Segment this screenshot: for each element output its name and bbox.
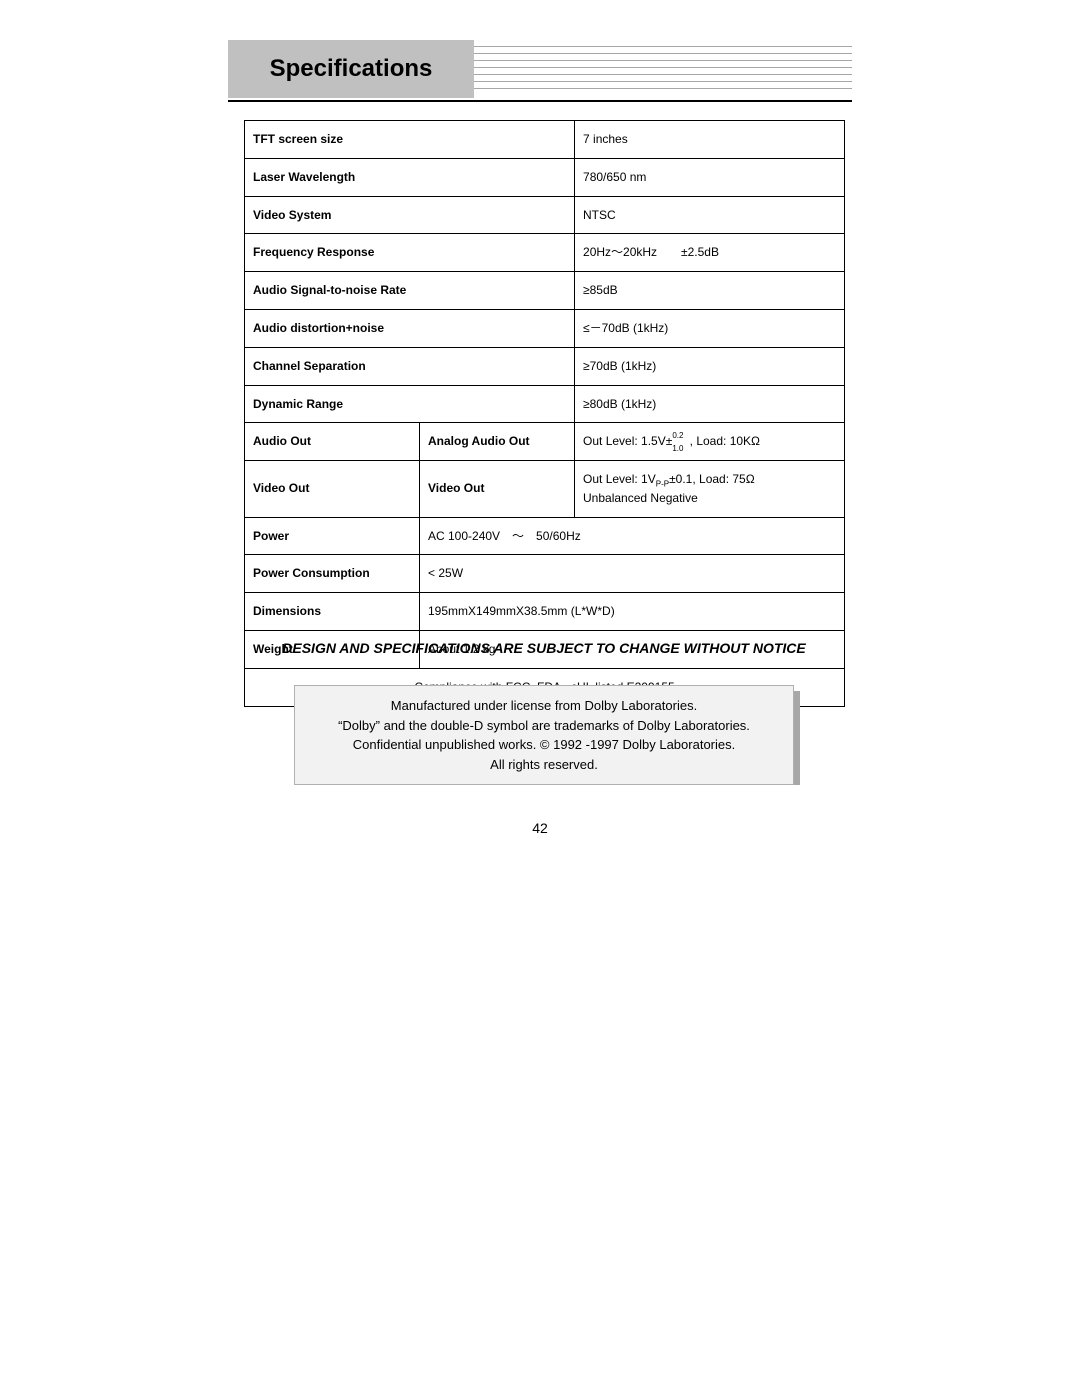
spec-label: Power Consumption — [245, 555, 420, 593]
spec-value: ≥80dB (1kHz) — [575, 385, 845, 423]
spec-value: 20Hz～20kHz ±2.5dB — [575, 234, 845, 272]
spec-label: Laser Wavelength — [245, 158, 575, 196]
table-row: Audio distortion+noise ≤－70dB (1kHz) — [245, 309, 845, 347]
table-row: TFT screen size 7 inches — [245, 121, 845, 159]
spec-value: AC 100-240V ～ 50/60Hz — [420, 517, 845, 555]
header-tab: Specifications — [228, 40, 474, 98]
vout-sub: P-P — [656, 480, 669, 489]
spec-label: Audio Out — [245, 423, 420, 461]
spec-value: NTSC — [575, 196, 845, 234]
spec-label: Audio distortion+noise — [245, 309, 575, 347]
vout-line2: Unbalanced Negative — [583, 491, 698, 505]
table-row: Channel Separation ≥70dB (1kHz) — [245, 347, 845, 385]
spec-sub-label: Analog Audio Out — [420, 423, 575, 461]
specifications-table: TFT screen size 7 inches Laser Wavelengt… — [244, 120, 845, 707]
spec-value: 7 inches — [575, 121, 845, 159]
table-row: Power AC 100-240V ～ 50/60Hz — [245, 517, 845, 555]
aout-pre: Out Level: 1.5V± — [583, 434, 672, 448]
spec-label: Video System — [245, 196, 575, 234]
spec-label: TFT screen size — [245, 121, 575, 159]
table-row: Laser Wavelength 780/650 nm — [245, 158, 845, 196]
spec-label: Dynamic Range — [245, 385, 575, 423]
dolby-line: All rights reserved. — [309, 755, 779, 775]
spec-label: Video Out — [245, 461, 420, 517]
spec-value: Out Level: 1.5V±0.21.0 , Load: 10KΩ — [575, 423, 845, 461]
spec-label: Dimensions — [245, 593, 420, 631]
dolby-box: Manufactured under license from Dolby La… — [294, 685, 794, 785]
table-row: Frequency Response 20Hz～20kHz ±2.5dB — [245, 234, 845, 272]
table-row: Video Out Video Out Out Level: 1VP-P±0.1… — [245, 461, 845, 517]
spec-value: ≥70dB (1kHz) — [575, 347, 845, 385]
dolby-content: Manufactured under license from Dolby La… — [294, 685, 794, 785]
change-notice: DESIGN AND SPECIFICATIONS ARE SUBJECT TO… — [244, 640, 844, 656]
spec-label: Audio Signal-to-noise Rate — [245, 272, 575, 310]
vout-pre: Out Level: 1V — [583, 472, 656, 486]
spec-value: 780/650 nm — [575, 158, 845, 196]
table-row: Dynamic Range ≥80dB (1kHz) — [245, 385, 845, 423]
aout-post: , Load: 10KΩ — [686, 434, 760, 448]
dolby-line: Manufactured under license from Dolby La… — [309, 696, 779, 716]
table-row: Video System NTSC — [245, 196, 845, 234]
page: Specifications TFT screen size 7 inches … — [0, 0, 1080, 1397]
spec-label: Channel Separation — [245, 347, 575, 385]
table-row: Audio Out Analog Audio Out Out Level: 1.… — [245, 423, 845, 461]
spec-value: Out Level: 1VP-P±0.1, Load: 75Ω Unbalanc… — [575, 461, 845, 517]
table-row: Dimensions 195mmX149mmX38.5mm (L*W*D) — [245, 593, 845, 631]
spec-value: < 25W — [420, 555, 845, 593]
vout-post: ±0.1, Load: 75Ω — [669, 472, 755, 486]
dolby-line: Confidential unpublished works. © 1992 -… — [309, 735, 779, 755]
header: Specifications — [228, 40, 852, 98]
aout-stack: 0.21.0 — [672, 436, 686, 448]
table-row: Power Consumption < 25W — [245, 555, 845, 593]
spec-value: 195mmX149mmX38.5mm (L*W*D) — [420, 593, 845, 631]
spec-sub-label: Video Out — [420, 461, 575, 517]
header-lines — [474, 46, 852, 92]
table-row: Audio Signal-to-noise Rate ≥85dB — [245, 272, 845, 310]
header-title: Specifications — [270, 55, 433, 83]
page-number: 42 — [0, 820, 1080, 836]
spec-value: ≥85dB — [575, 272, 845, 310]
header-underline — [228, 100, 852, 102]
dolby-line: “Dolby” and the double-D symbol are trad… — [309, 716, 779, 736]
spec-value: ≤－70dB (1kHz) — [575, 309, 845, 347]
spec-label: Power — [245, 517, 420, 555]
spec-label: Frequency Response — [245, 234, 575, 272]
